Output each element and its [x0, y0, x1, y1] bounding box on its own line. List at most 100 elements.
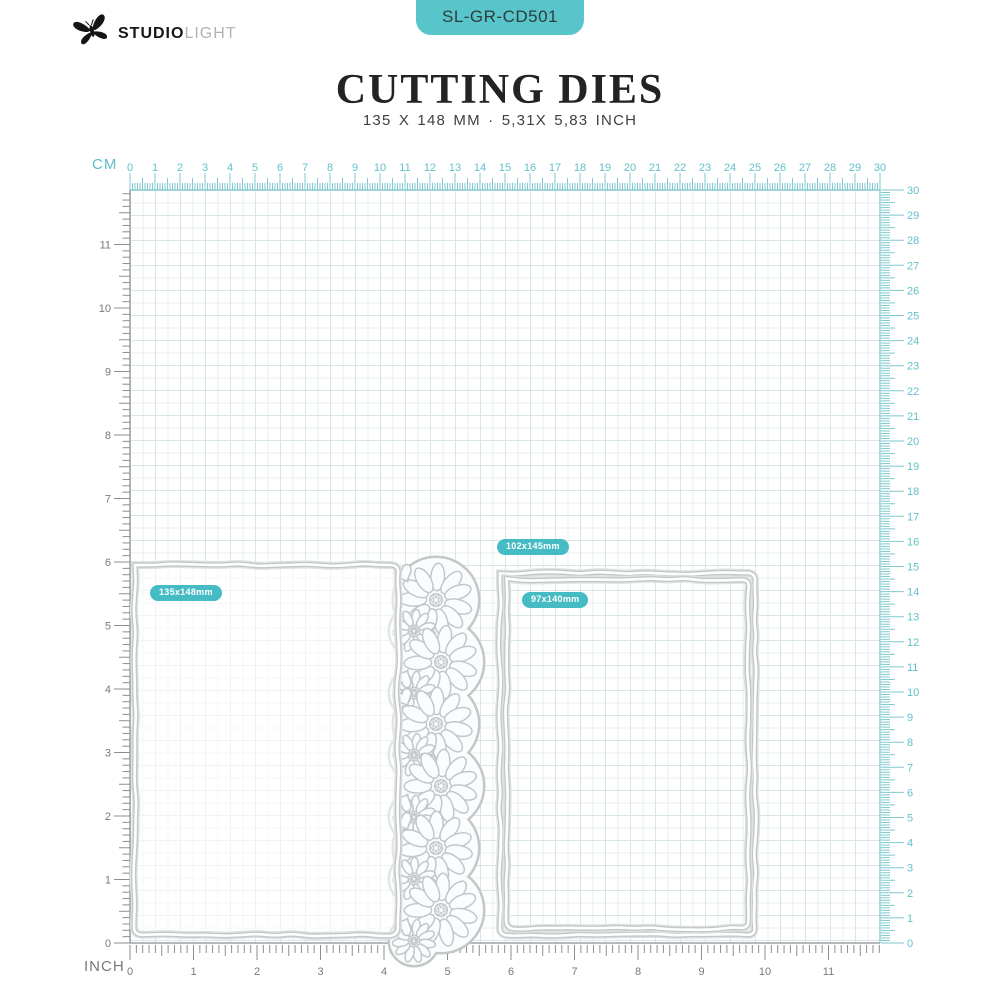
svg-text:20: 20 [624, 162, 636, 174]
svg-text:19: 19 [599, 162, 611, 174]
svg-text:0: 0 [127, 966, 133, 978]
svg-text:12: 12 [424, 162, 436, 174]
inch-unit-label: INCH [84, 958, 125, 975]
svg-text:3: 3 [202, 162, 208, 174]
svg-text:22: 22 [907, 386, 919, 398]
svg-text:5: 5 [105, 621, 111, 633]
svg-text:12: 12 [907, 637, 919, 649]
svg-text:8: 8 [327, 162, 333, 174]
svg-text:6: 6 [277, 162, 283, 174]
die-card-base [129, 559, 404, 940]
svg-text:5: 5 [444, 966, 450, 978]
svg-text:17: 17 [907, 511, 919, 523]
svg-text:13: 13 [449, 162, 461, 174]
svg-text:27: 27 [799, 162, 811, 174]
svg-text:17: 17 [549, 162, 561, 174]
svg-text:3: 3 [317, 966, 323, 978]
svg-text:1: 1 [190, 966, 196, 978]
svg-text:9: 9 [352, 162, 358, 174]
svg-text:9: 9 [907, 712, 913, 724]
svg-text:26: 26 [907, 285, 919, 297]
svg-text:16: 16 [907, 536, 919, 548]
svg-text:8: 8 [907, 737, 913, 749]
svg-text:4: 4 [381, 966, 387, 978]
svg-text:19: 19 [907, 461, 919, 473]
svg-text:5: 5 [252, 162, 258, 174]
svg-text:30: 30 [874, 162, 886, 174]
svg-text:11: 11 [823, 966, 834, 978]
svg-text:18: 18 [574, 162, 586, 174]
svg-text:2: 2 [907, 888, 913, 900]
svg-text:3: 3 [105, 748, 111, 760]
svg-text:21: 21 [649, 162, 661, 174]
svg-text:7: 7 [571, 966, 577, 978]
svg-text:28: 28 [907, 235, 919, 247]
size-pill-inner-frame: 97x140mm [522, 592, 589, 608]
svg-text:15: 15 [907, 562, 919, 574]
svg-text:9: 9 [698, 966, 704, 978]
svg-text:6: 6 [907, 787, 913, 799]
bottom-inch-ruler: 0 1 2 3 4 5 6 7 8 9 10 11 [127, 942, 880, 978]
svg-text:23: 23 [907, 361, 919, 373]
svg-text:4: 4 [907, 838, 913, 850]
svg-text:8: 8 [635, 966, 641, 978]
svg-text:4: 4 [227, 162, 233, 174]
size-pill-outer-frame: 102x145mm [497, 539, 569, 555]
die-inner-frame [501, 573, 754, 934]
svg-text:10: 10 [374, 162, 386, 174]
svg-text:30: 30 [907, 185, 919, 197]
svg-text:24: 24 [907, 336, 919, 348]
die-flower-border [387, 555, 486, 968]
svg-text:15: 15 [499, 162, 511, 174]
svg-text:6: 6 [105, 557, 111, 569]
svg-text:2: 2 [177, 162, 183, 174]
size-pill-card-base: 135x148mm [150, 585, 222, 601]
svg-text:1: 1 [907, 913, 913, 925]
svg-text:10: 10 [99, 303, 111, 315]
svg-text:0: 0 [127, 162, 133, 174]
svg-text:29: 29 [907, 210, 919, 222]
svg-text:25: 25 [907, 311, 919, 323]
svg-text:0: 0 [907, 938, 913, 950]
svg-text:21: 21 [907, 411, 919, 423]
svg-text:0: 0 [105, 938, 111, 950]
butterfly-logo-icon [72, 14, 112, 53]
svg-text:28: 28 [824, 162, 836, 174]
svg-text:16: 16 [524, 162, 536, 174]
svg-text:11: 11 [100, 240, 111, 252]
svg-text:11: 11 [399, 162, 410, 174]
svg-text:2: 2 [105, 811, 111, 823]
svg-text:8: 8 [105, 430, 111, 442]
svg-text:11: 11 [907, 662, 918, 674]
svg-text:3: 3 [907, 863, 913, 875]
cm-unit-label: CM [92, 156, 118, 173]
right-cm-ruler: 0123456789101112131415161718192021222324… [879, 185, 919, 950]
brand-light: LIGHT [184, 24, 237, 42]
svg-text:24: 24 [724, 162, 736, 174]
svg-text:10: 10 [759, 966, 771, 978]
svg-text:10: 10 [907, 687, 919, 699]
svg-text:18: 18 [907, 486, 919, 498]
svg-text:27: 27 [907, 260, 919, 272]
svg-text:5: 5 [907, 813, 913, 825]
svg-text:7: 7 [907, 762, 913, 774]
size-subtitle: 135 X 148 MM · 5,31X 5,83 INCH [362, 112, 638, 129]
svg-text:14: 14 [474, 162, 486, 174]
svg-text:14: 14 [907, 587, 919, 599]
svg-text:6: 6 [508, 966, 514, 978]
svg-text:2: 2 [254, 966, 260, 978]
svg-text:23: 23 [699, 162, 711, 174]
svg-text:26: 26 [774, 162, 786, 174]
page-title: CUTTING DIES [335, 67, 665, 113]
svg-text:20: 20 [907, 436, 919, 448]
svg-text:25: 25 [749, 162, 761, 174]
svg-text:22: 22 [674, 162, 686, 174]
svg-text:1: 1 [105, 875, 111, 887]
svg-text:7: 7 [302, 162, 308, 174]
studio-light-logo: STUDIOLIGHT [72, 14, 237, 53]
brand-name: STUDIOLIGHT [118, 25, 237, 43]
brand-bold: STUDIO [118, 24, 185, 42]
top-cm-ruler: 0 1 2 3 4 5 6 7 8 9 10 11 12 13 14 15 16 17 18 19 20 21 22 23 24… [127, 162, 886, 191]
sku-badge: SL-GR-CD501 [415, 0, 585, 35]
